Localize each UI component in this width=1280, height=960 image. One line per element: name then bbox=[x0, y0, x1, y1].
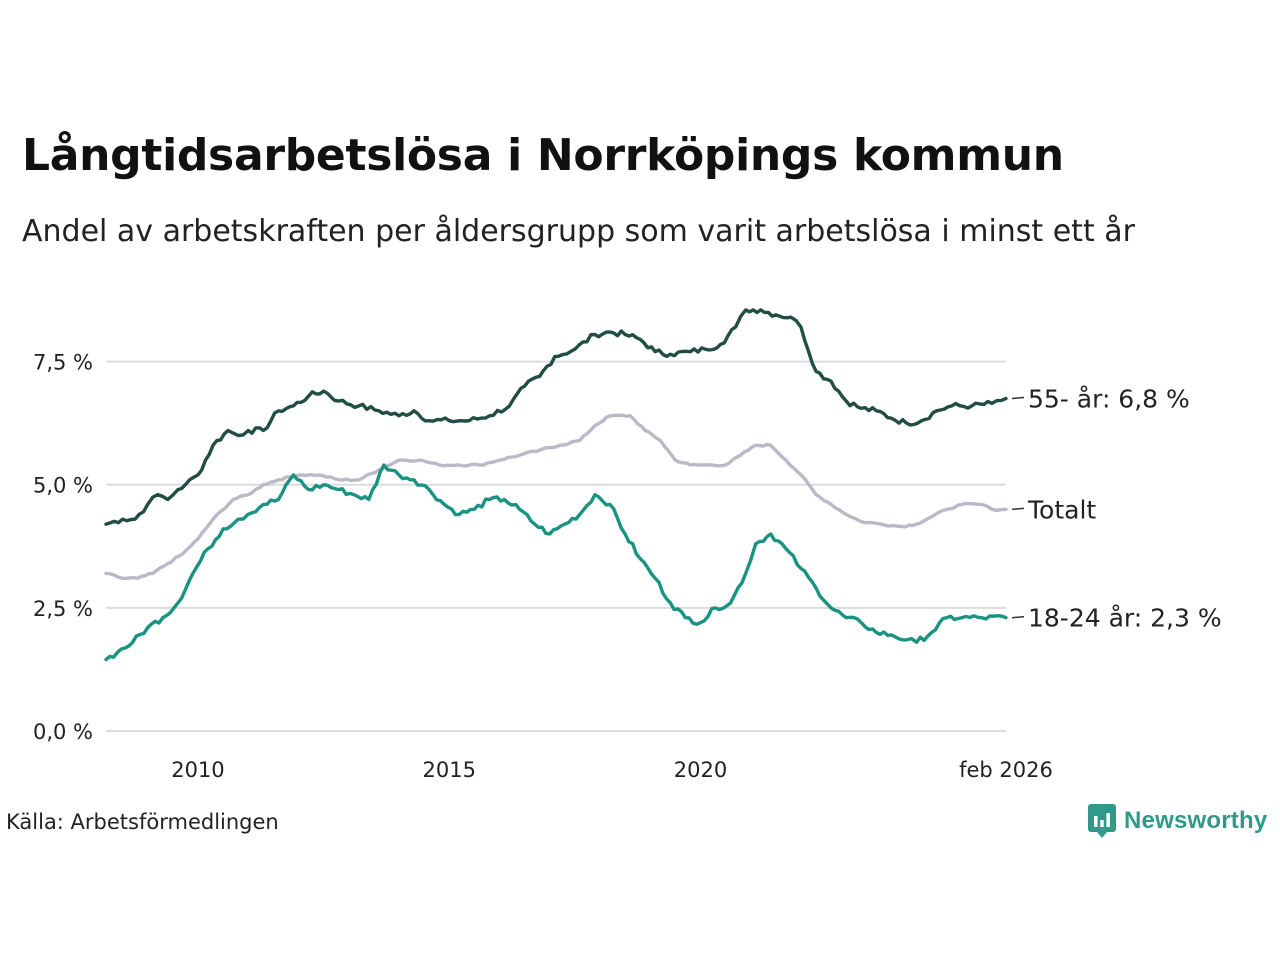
series-line bbox=[104, 463, 1008, 662]
x-tick-label: 2015 bbox=[422, 758, 475, 782]
newsworthy-icon bbox=[1088, 804, 1116, 838]
label-leader bbox=[1011, 507, 1025, 511]
x-tick-label: 2010 bbox=[171, 758, 224, 782]
chart-title: Långtidsarbetslösa i Norrköpings kommun bbox=[22, 130, 1064, 181]
series-end-label: Totalt bbox=[1027, 495, 1096, 524]
brand-logo[interactable]: Newsworthy bbox=[1088, 804, 1267, 838]
x-tick-label: feb 2026 bbox=[959, 758, 1053, 782]
label-leader bbox=[1011, 615, 1025, 619]
source-note: Källa: Arbetsförmedlingen bbox=[6, 810, 279, 834]
x-tick-label: 2020 bbox=[674, 758, 727, 782]
series-end-label: 18-24 år: 2,3 % bbox=[1028, 604, 1222, 633]
label-layer: 0,0 % 2,5 % 5,0 % 7,5 % 2010 2015 2020 feb 2026… bbox=[33, 351, 1222, 782]
y-tick-label: 7,5 % bbox=[33, 351, 93, 375]
series-end-label: 55- år: 6,8 % bbox=[1028, 385, 1190, 414]
y-tick-label: 2,5 % bbox=[33, 597, 93, 621]
brand-name: Newsworthy bbox=[1124, 807, 1268, 834]
series-line bbox=[104, 413, 1008, 580]
series-layer bbox=[104, 308, 1008, 662]
label-leader bbox=[1011, 396, 1025, 400]
y-tick-label: 5,0 % bbox=[33, 474, 93, 498]
series-line bbox=[104, 308, 1008, 526]
grid-layer bbox=[106, 360, 1006, 732]
y-tick-label: 0,0 % bbox=[33, 720, 93, 744]
chart-subtitle: Andel av arbetskraften per åldersgrupp s… bbox=[22, 214, 1135, 249]
